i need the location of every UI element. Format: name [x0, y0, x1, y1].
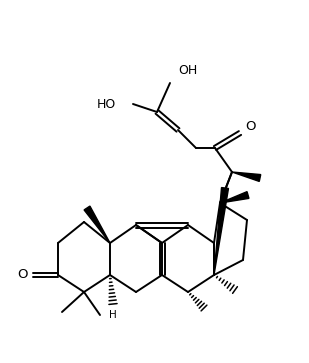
Text: HO: HO	[97, 98, 116, 110]
Polygon shape	[214, 188, 228, 275]
Text: H: H	[109, 310, 117, 320]
Text: OH: OH	[178, 64, 198, 77]
Polygon shape	[232, 172, 261, 182]
Text: O: O	[245, 119, 255, 132]
Polygon shape	[84, 206, 110, 243]
Polygon shape	[220, 192, 249, 203]
Text: O: O	[17, 269, 27, 281]
